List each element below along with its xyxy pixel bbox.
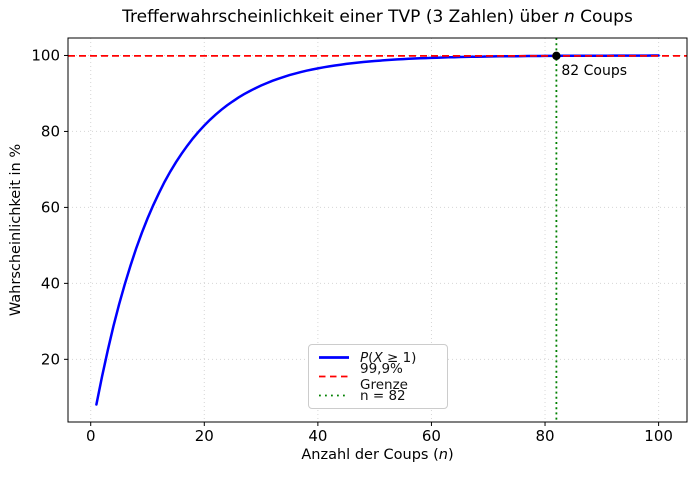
legend-label-x: X bbox=[373, 349, 383, 366]
x-tick-label: 60 bbox=[422, 427, 441, 445]
legend-item-threshold: 99,9% Grenze bbox=[317, 361, 439, 393]
legend-label-rest: ≥ 1) bbox=[382, 349, 417, 366]
chart-title: Trefferwahrscheinlichkeit einer TVP (3 Z… bbox=[68, 7, 687, 27]
legend-label-probability: P(X ≥ 1) bbox=[360, 350, 416, 366]
legend-label-n82: n = 82 bbox=[360, 387, 406, 404]
legend-label-open: ( bbox=[368, 349, 374, 366]
legend: P(X ≥ 1) 99,9% Grenze n = 82 bbox=[308, 344, 448, 409]
y-tick-label: 20 bbox=[41, 350, 60, 368]
x-tick-label: 40 bbox=[308, 427, 327, 445]
x-tick-label: 20 bbox=[195, 427, 214, 445]
point-annotation: 82 Coups bbox=[561, 62, 628, 79]
x-tick-label: 0 bbox=[86, 427, 96, 445]
legend-line-dotted-icon bbox=[319, 394, 349, 397]
intersection-dot bbox=[552, 51, 561, 61]
y-tick-label: 40 bbox=[41, 274, 60, 292]
legend-item-probability: P(X ≥ 1) bbox=[317, 348, 439, 367]
y-tick-label: 100 bbox=[31, 46, 60, 64]
x-axis-label-italic-n: n bbox=[438, 447, 448, 463]
y-axis-label-text: Wahrscheinlichkeit in % bbox=[8, 143, 24, 317]
y-tick-label: 60 bbox=[41, 198, 60, 216]
x-tick-label: 100 bbox=[644, 427, 673, 445]
legend-item-n82: n = 82 bbox=[317, 386, 439, 405]
plot-border bbox=[67, 37, 688, 423]
y-tick-label: 80 bbox=[41, 122, 60, 140]
chart-title-italic-n: n bbox=[563, 7, 575, 27]
x-axis-label: Anzahl der Coups (n) bbox=[68, 447, 687, 463]
chart-title-pre: Trefferwahrscheinlichkeit einer TVP (3 Z… bbox=[122, 7, 564, 27]
x-axis-label-pre: Anzahl der Coups ( bbox=[301, 447, 439, 463]
x-axis-label-post: ) bbox=[447, 447, 454, 463]
legend-line-solid-icon bbox=[319, 356, 349, 359]
x-tick-label: 80 bbox=[535, 427, 554, 445]
legend-line-dashed-icon bbox=[319, 375, 349, 378]
y-axis-label: Wahrscheinlichkeit in % bbox=[8, 144, 24, 316]
legend-label-threshold: 99,9% Grenze bbox=[360, 360, 408, 393]
chart-title-post: Coups bbox=[574, 7, 633, 27]
legend-label-p: P bbox=[360, 349, 369, 366]
